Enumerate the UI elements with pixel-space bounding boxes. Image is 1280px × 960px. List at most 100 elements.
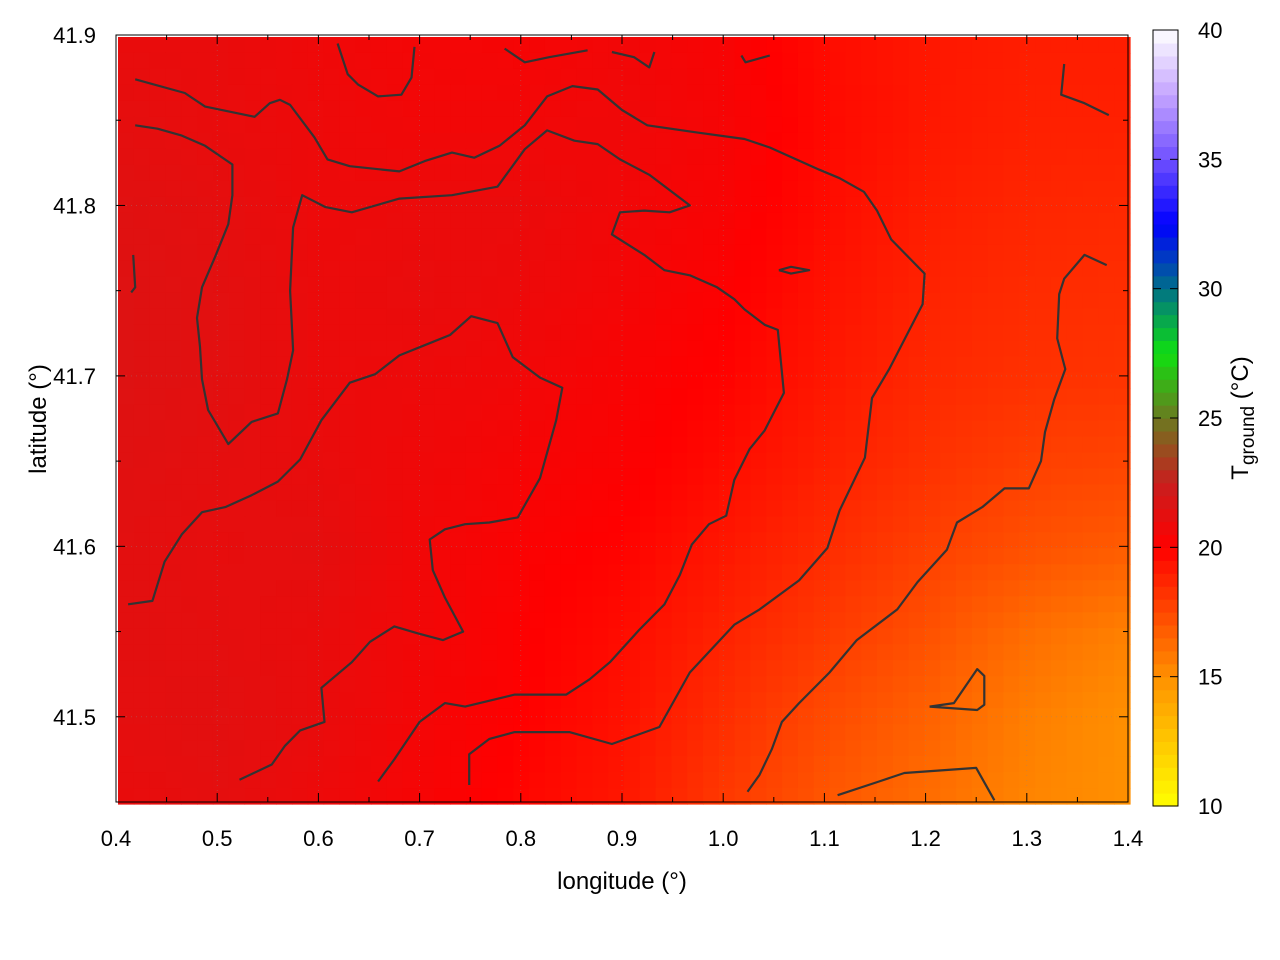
heatmap-cell <box>861 52 878 70</box>
heatmap-cell <box>544 788 562 805</box>
heatmap-cell <box>244 68 261 86</box>
heatmap-cell <box>750 260 767 278</box>
heatmap-cell <box>703 500 720 517</box>
heatmap-cell <box>386 164 404 182</box>
heatmap-cell <box>323 37 340 54</box>
heatmap-cell <box>766 468 783 486</box>
heatmap-cell <box>1019 180 1036 198</box>
heatmap-cell <box>861 228 878 246</box>
heatmap-cell <box>1098 484 1115 501</box>
heatmap-cell <box>624 612 641 629</box>
heatmap-cell <box>687 548 704 565</box>
heatmap-cell <box>1003 132 1020 150</box>
heatmap-cell <box>418 756 435 773</box>
heatmap-cell <box>703 196 720 214</box>
heatmap-cell <box>592 37 609 54</box>
colorbar-swatch <box>1153 599 1178 613</box>
heatmap-cell <box>339 116 356 134</box>
heatmap-cell <box>544 196 562 214</box>
heatmap-cell <box>1082 564 1099 581</box>
heatmap-cell <box>402 292 420 310</box>
heatmap-cell <box>1114 212 1131 230</box>
heatmap-cell <box>845 372 862 390</box>
heatmap-cell <box>829 52 846 70</box>
heatmap-cell <box>892 180 910 198</box>
heatmap-cell <box>1066 580 1084 597</box>
heatmap-cell <box>244 788 261 805</box>
heatmap-cell <box>750 532 767 549</box>
heatmap-cell <box>956 452 973 470</box>
heatmap-cell <box>529 692 546 709</box>
colorbar-swatch <box>1153 314 1178 329</box>
heatmap-cell <box>450 388 467 406</box>
heatmap-cell <box>450 516 467 533</box>
heatmap-cell <box>718 740 736 757</box>
heatmap-cell <box>560 324 578 342</box>
heatmap-cell <box>1082 244 1099 262</box>
heatmap-cell <box>940 580 957 597</box>
heatmap-cell <box>497 260 514 278</box>
heatmap-cell <box>608 452 625 470</box>
heatmap-cell <box>1035 596 1052 613</box>
heatmap-cell <box>956 228 973 246</box>
heatmap-cell <box>687 596 704 613</box>
colorbar-label-unit: (°C) <box>1227 356 1254 406</box>
heatmap-cell <box>165 628 182 645</box>
heatmap-cell <box>956 772 973 789</box>
heatmap-cell <box>244 436 261 454</box>
heatmap-cell <box>718 164 736 182</box>
heatmap-cell <box>371 372 388 390</box>
heatmap-cell <box>513 276 530 294</box>
heatmap-cell <box>1066 468 1084 486</box>
heatmap-cell <box>908 660 926 677</box>
heatmap-cell <box>481 37 499 54</box>
heatmap-cell <box>418 84 435 102</box>
heatmap-cell <box>513 196 530 214</box>
heatmap-cell <box>750 676 767 693</box>
heatmap-cell <box>639 516 657 533</box>
heatmap-cell <box>956 356 973 374</box>
heatmap-cell <box>228 772 246 789</box>
heatmap-cell <box>497 756 514 773</box>
contour-line <box>740 54 771 64</box>
heatmap-cell <box>212 372 230 390</box>
heatmap-cell <box>197 308 214 326</box>
heatmap-cell <box>339 260 356 278</box>
heatmap-cell <box>402 772 420 789</box>
heatmap-cell <box>560 788 578 805</box>
heatmap-cell <box>118 628 135 645</box>
heatmap-cell <box>450 260 467 278</box>
heatmap-cell <box>197 452 214 470</box>
heatmap-cell <box>576 596 593 613</box>
heatmap-cell <box>1082 276 1099 294</box>
heatmap-cell <box>766 580 783 597</box>
heatmap-cell <box>671 212 688 230</box>
heatmap-cell <box>892 100 910 118</box>
heatmap-cell <box>624 404 641 422</box>
heatmap-cell <box>1098 740 1115 757</box>
colorbar-swatch <box>1153 663 1178 678</box>
heatmap-cell <box>228 756 246 773</box>
heatmap-cell <box>291 740 309 757</box>
heatmap-cell <box>766 564 783 581</box>
heatmap-cell <box>355 148 372 166</box>
heatmap-cell <box>228 580 246 597</box>
heatmap-cell <box>386 644 404 661</box>
heatmap-cell <box>118 676 135 693</box>
heatmap-cell <box>513 660 530 677</box>
heatmap-cell <box>513 260 530 278</box>
heatmap-cell <box>687 452 704 470</box>
heatmap-cell <box>212 68 230 86</box>
heatmap-cell <box>813 724 831 741</box>
heatmap-cell <box>576 356 593 374</box>
heatmap-cell <box>829 452 846 470</box>
heatmap-cell <box>560 372 578 390</box>
heatmap-cell <box>671 436 688 454</box>
heatmap-cell <box>687 628 704 645</box>
heatmap-cell <box>165 788 182 805</box>
heatmap-cell <box>418 228 435 246</box>
heatmap-cell <box>703 436 720 454</box>
heatmap-cell <box>924 404 941 422</box>
heatmap-cell <box>971 68 989 86</box>
heatmap-cell <box>813 484 831 501</box>
